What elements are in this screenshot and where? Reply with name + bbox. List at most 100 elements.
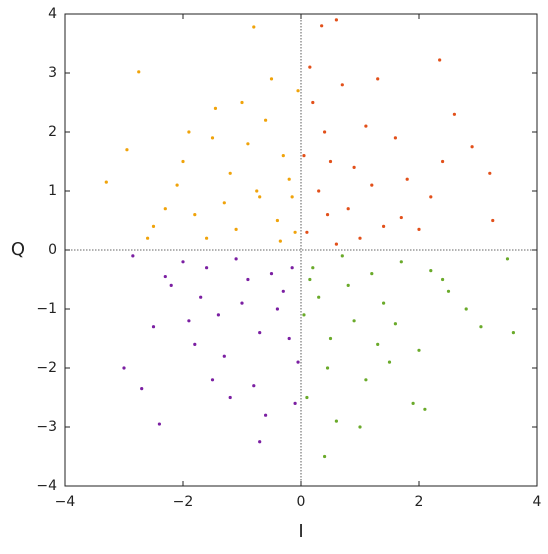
point <box>255 189 259 193</box>
x-tick-label: −2 <box>173 494 194 510</box>
point <box>323 130 327 134</box>
point <box>246 142 250 146</box>
point <box>340 254 344 258</box>
point <box>376 77 380 81</box>
point <box>346 207 350 211</box>
point <box>258 440 262 444</box>
point <box>163 207 167 211</box>
point <box>305 230 309 234</box>
point <box>505 257 510 261</box>
point <box>269 77 274 81</box>
point <box>334 419 338 423</box>
point <box>181 260 185 264</box>
point <box>193 213 197 217</box>
point <box>325 213 330 217</box>
point <box>293 401 297 405</box>
point <box>352 319 356 323</box>
point <box>269 272 274 276</box>
point <box>222 354 226 358</box>
point <box>479 325 483 329</box>
point <box>511 331 515 335</box>
point <box>429 269 433 273</box>
point <box>234 257 238 261</box>
x-axis-label: I <box>298 521 303 542</box>
point <box>151 224 156 228</box>
point <box>296 89 300 93</box>
point <box>317 295 321 299</box>
point <box>187 130 191 134</box>
point <box>464 307 468 311</box>
point <box>290 195 294 199</box>
point <box>488 171 492 175</box>
point <box>334 18 338 22</box>
y-axis-label: Q <box>11 239 25 260</box>
point <box>411 401 415 405</box>
point <box>317 189 321 193</box>
point <box>264 413 268 417</box>
point <box>187 319 191 323</box>
point <box>441 277 445 282</box>
point <box>122 366 126 370</box>
point <box>240 301 244 305</box>
y-tick-label: −1 <box>36 301 57 317</box>
point <box>358 425 362 429</box>
point <box>287 177 291 181</box>
point <box>228 171 232 175</box>
x-tick-label: 4 <box>533 494 542 510</box>
point <box>140 387 144 391</box>
point <box>382 224 386 228</box>
point <box>216 313 220 317</box>
point <box>281 289 285 293</box>
point <box>290 266 294 270</box>
point <box>222 201 226 205</box>
point <box>240 100 244 105</box>
point <box>278 239 282 243</box>
point <box>423 407 427 411</box>
plot-frame <box>64 13 538 487</box>
point <box>311 100 315 105</box>
point <box>358 236 362 240</box>
point <box>382 301 386 305</box>
point <box>146 236 150 240</box>
point <box>287 336 291 341</box>
point <box>258 331 262 335</box>
point <box>405 177 409 181</box>
point <box>104 180 108 184</box>
point <box>387 360 392 364</box>
point <box>205 236 209 240</box>
point <box>234 227 238 231</box>
point <box>352 165 356 169</box>
point <box>370 272 374 276</box>
y-tick-label: −3 <box>36 419 57 435</box>
x-tick-label: −4 <box>55 494 76 510</box>
point <box>491 218 495 223</box>
point <box>252 384 256 388</box>
y-tick-label: 2 <box>48 124 57 140</box>
point <box>328 159 333 164</box>
y-tick-label: 0 <box>48 242 57 258</box>
point <box>393 136 397 140</box>
point <box>446 289 451 293</box>
y-tick-label: −4 <box>36 478 57 494</box>
point <box>181 159 185 164</box>
point <box>246 277 250 282</box>
point <box>228 395 232 400</box>
point <box>302 154 306 158</box>
point <box>328 336 333 341</box>
point <box>393 322 397 326</box>
point <box>193 342 197 346</box>
point <box>169 283 173 287</box>
point <box>364 378 368 382</box>
point <box>340 83 344 87</box>
point <box>441 159 445 164</box>
point <box>210 136 215 140</box>
point <box>417 348 421 352</box>
point <box>323 454 327 459</box>
point <box>399 260 403 264</box>
point <box>293 230 297 234</box>
point <box>364 124 368 128</box>
point <box>199 295 203 299</box>
point <box>205 266 209 270</box>
point <box>213 106 218 110</box>
